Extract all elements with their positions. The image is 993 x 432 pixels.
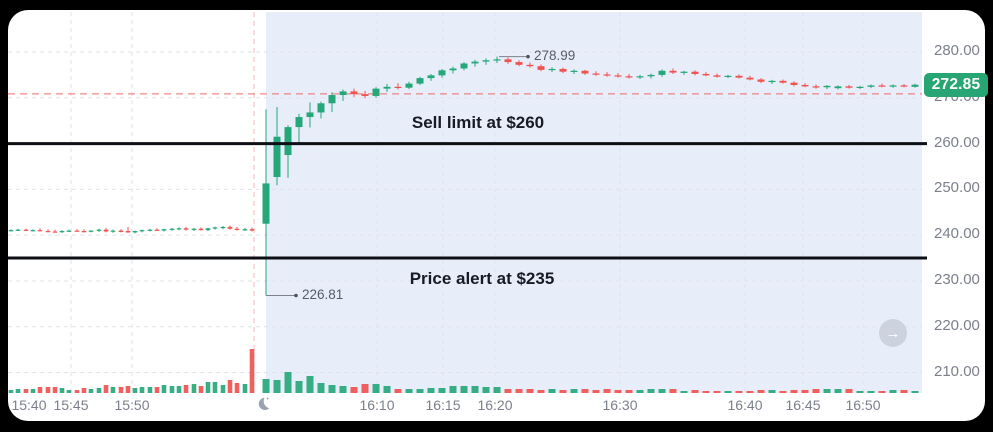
price-tick-label: 220.00	[934, 316, 980, 334]
time-tick-label: 16:40	[727, 397, 763, 413]
time-tick-label: 15:40	[11, 397, 47, 413]
scroll-to-latest-button[interactable]: →	[879, 319, 907, 347]
moon-icon	[255, 396, 271, 412]
time-tick-label: 15:50	[114, 397, 150, 413]
time-tick-label: 16:10	[359, 397, 395, 413]
sell-limit-label: Sell limit at $260	[411, 112, 545, 132]
arrow-right-icon: →	[885, 324, 901, 342]
time-axis[interactable]: 15:40 15:45 15:50 16:10 16:15 16:20 16:30 16:40…	[0, 394, 993, 420]
price-tick-label: 250.00	[934, 179, 980, 197]
last-price-badge: 272.85	[924, 72, 988, 97]
price-tick-label: 260.00	[934, 133, 980, 151]
price-tick-label: 230.00	[934, 270, 980, 288]
price-axis[interactable]: 280.00270.00260.00250.00240.00230.00220.…	[922, 10, 985, 393]
time-tick-label: 15:45	[53, 397, 89, 413]
session-low-label: 226.81	[302, 286, 344, 302]
time-tick-label: 16:30	[602, 397, 638, 413]
time-tick-label: 16:20	[477, 397, 513, 413]
price-tick-label: 210.00	[934, 362, 980, 380]
price-alert-label: Price alert at $235	[409, 269, 555, 289]
price-tick-label: 280.00	[934, 42, 980, 59]
time-tick-label: 16:45	[785, 397, 821, 413]
time-tick-label: 16:15	[425, 397, 461, 413]
session-high-label: 278.99	[534, 47, 576, 63]
time-tick-label: 16:50	[845, 397, 881, 413]
price-tick-label: 240.00	[934, 225, 980, 243]
